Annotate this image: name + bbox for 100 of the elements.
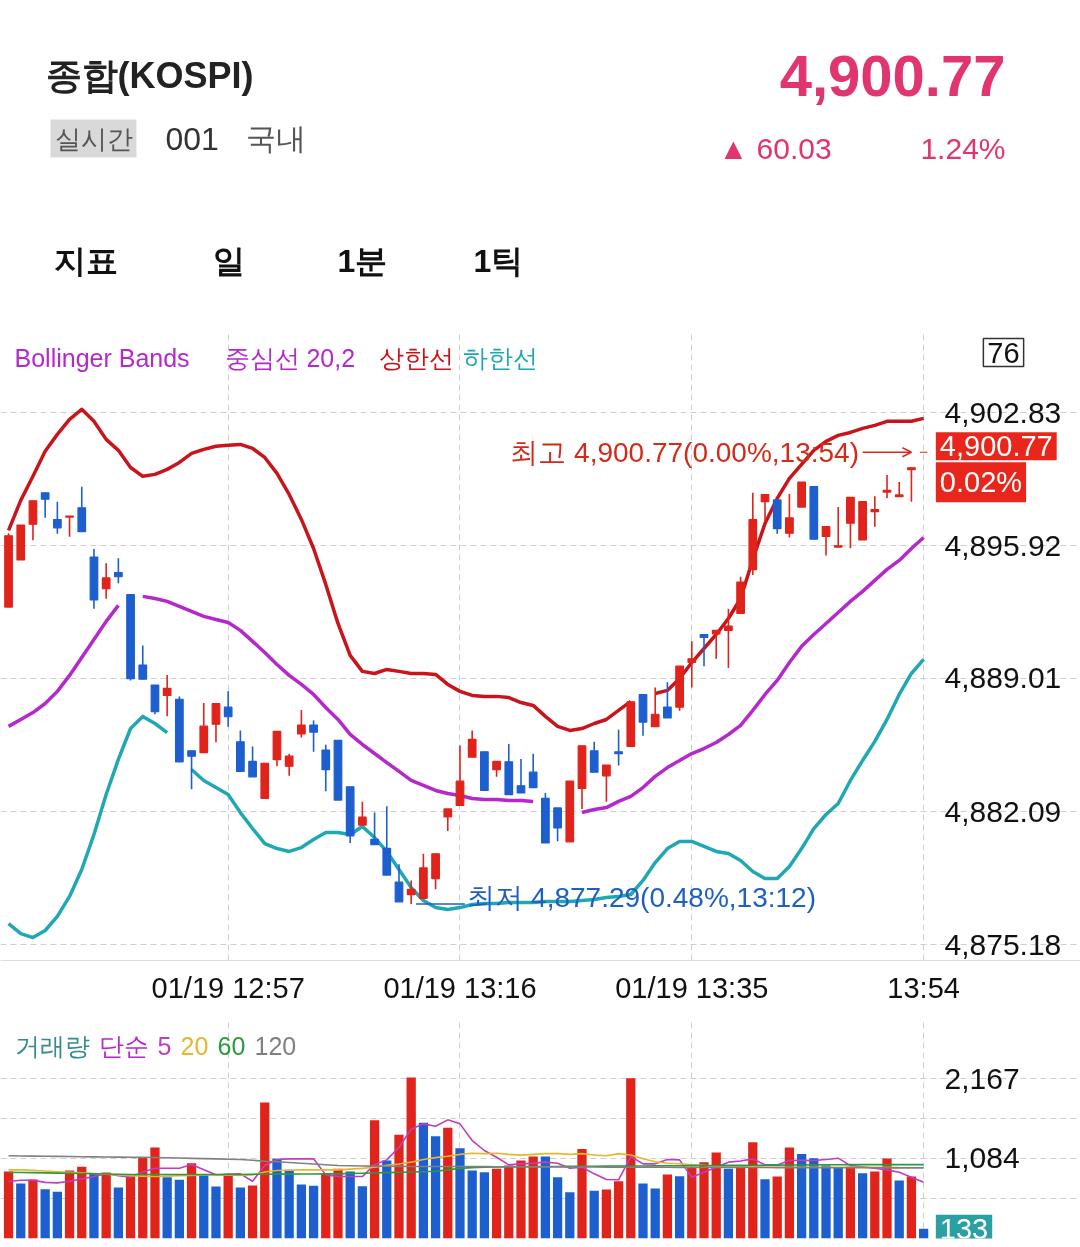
bar: [577, 1148, 587, 1239]
bar: [784, 1147, 795, 1239]
y-tick-label: 4,895.92: [944, 528, 1062, 562]
bar: [735, 1167, 746, 1239]
bar: [333, 1168, 343, 1239]
bar: [321, 1173, 331, 1239]
y-tick-label: 4,902.83: [944, 395, 1062, 429]
bar: [723, 1168, 734, 1239]
bar: [650, 1188, 660, 1239]
bar: [455, 1148, 465, 1239]
candlestick: [406, 879, 416, 905]
bar: [382, 1160, 392, 1239]
bar: [430, 1136, 441, 1239]
bar: [394, 1134, 404, 1239]
line-series: [7, 1155, 925, 1169]
bar: [406, 1077, 416, 1239]
text: 5: [157, 1031, 172, 1060]
bar: [52, 1191, 62, 1239]
bar: [699, 1162, 709, 1239]
bar: [601, 1189, 612, 1239]
candlestick: [833, 506, 843, 548]
text: 76: [987, 336, 1020, 369]
bar: [638, 1183, 648, 1239]
x-tick-label: 01/19 12:57: [151, 971, 305, 1004]
bar: [308, 1185, 319, 1239]
text: 종합(KOSPI): [45, 55, 254, 96]
bar: [613, 1181, 624, 1239]
bar: [845, 1166, 856, 1239]
y-tick-label: 1,084: [944, 1141, 1020, 1175]
bar: [357, 1186, 368, 1239]
bar: [284, 1169, 294, 1239]
bar: [150, 1147, 160, 1239]
bar: [504, 1165, 514, 1239]
text: 133: [939, 1212, 989, 1245]
text: 001: [165, 120, 219, 157]
candlestick: [760, 493, 770, 523]
candlestick: [907, 467, 916, 503]
bar: [186, 1163, 197, 1239]
text: 실시간: [54, 123, 133, 154]
text: 중심선 20,2: [224, 343, 356, 372]
bar: [516, 1160, 526, 1239]
candlestick: [711, 629, 721, 660]
bar: [760, 1179, 770, 1239]
bar: [467, 1170, 477, 1239]
bar: [857, 1173, 868, 1239]
bar: [40, 1189, 50, 1239]
bar: [199, 1174, 209, 1239]
text: 4,900.77: [779, 42, 1006, 108]
text: 일: [212, 242, 245, 279]
bar: [662, 1174, 673, 1239]
bar: [589, 1190, 599, 1239]
candlestick: [882, 474, 892, 500]
line-series: [7, 1163, 925, 1176]
candlestick: [614, 728, 623, 767]
bar: [125, 1176, 136, 1239]
text: 상한선: [378, 343, 454, 372]
bar: [64, 1170, 75, 1239]
line-series: [7, 1119, 925, 1184]
bar: [443, 1127, 453, 1239]
bar: [565, 1192, 575, 1239]
legend-title: Bollinger Bands: [14, 343, 190, 372]
bar: [772, 1176, 782, 1239]
bar: [894, 1180, 904, 1239]
bar: [748, 1142, 758, 1239]
annotation: 4,900.77 0.02%: [939, 430, 1053, 499]
bar: [540, 1156, 551, 1239]
candlestick: [516, 758, 526, 794]
candlestick: [65, 515, 74, 538]
candlestick: [821, 525, 831, 557]
candlestick: [28, 499, 38, 542]
candlestick: [370, 811, 379, 846]
text: ▲ 60.03: [718, 132, 832, 165]
candlestick: [284, 752, 294, 777]
bar: [260, 1102, 270, 1239]
bar: [369, 1120, 380, 1239]
bar: [272, 1158, 282, 1239]
bar: [552, 1177, 563, 1239]
candlestick: [309, 719, 318, 753]
bar: [345, 1171, 355, 1239]
bar: [28, 1179, 38, 1239]
bar: [174, 1179, 184, 1239]
bar: [833, 1167, 843, 1239]
bar: [101, 1172, 111, 1239]
bar: [528, 1156, 538, 1239]
x-tick-label: 13:54: [887, 971, 960, 1004]
candlestick: [296, 709, 306, 739]
bar: [674, 1176, 685, 1239]
candlestick: [663, 681, 672, 719]
bar: [479, 1172, 490, 1239]
bar: [223, 1173, 233, 1239]
text: 하한선: [462, 343, 538, 372]
candlestick: [528, 752, 538, 789]
bar: [870, 1171, 880, 1239]
candlestick: [785, 493, 794, 539]
candlestick: [77, 485, 87, 533]
x-tick-label: 01/19 13:35: [615, 971, 769, 1004]
candlestick: [211, 702, 221, 743]
bar: [626, 1078, 636, 1239]
bar: [882, 1158, 892, 1239]
candlestick: [589, 740, 599, 773]
